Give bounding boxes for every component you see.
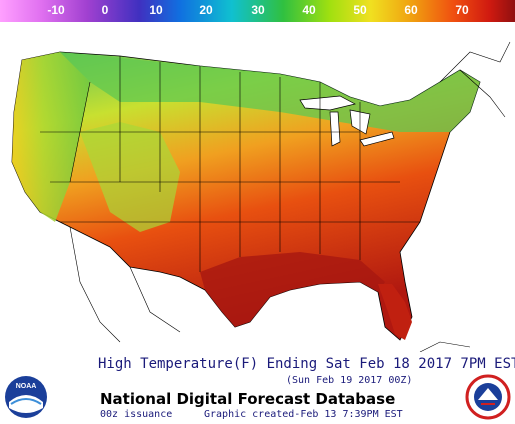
northern-tier-region [60, 52, 480, 132]
scale-tick-label: -10 [47, 3, 65, 17]
created-timestamp: Graphic created-Feb 13 7:39PM EST [204, 409, 403, 420]
temperature-map [0, 22, 515, 353]
scale-tick-label: 50 [353, 3, 367, 17]
svg-text:NOAA: NOAA [16, 383, 37, 390]
noaa-logo: NOAA [3, 374, 49, 424]
scale-tick-label: 0 [101, 3, 109, 17]
lake-michigan [329, 111, 341, 147]
rocky-mountain-region [80, 122, 180, 232]
scale-tick-label: 60 [404, 3, 418, 17]
border-outlines [69, 41, 511, 353]
database-name: National Digital Forecast Database [100, 390, 396, 408]
valid-time: (Sun Feb 19 2017 00Z) [286, 375, 413, 386]
scale-tick-label: 30 [251, 3, 265, 17]
scale-tick-label: 40 [302, 3, 316, 17]
color-scale-gradient [0, 0, 515, 22]
issuance-label: 00z issuance [100, 409, 173, 420]
map-title: High Temperature(F) Ending Sat Feb 18 20… [98, 356, 515, 372]
scale-tick-label: 10 [149, 3, 163, 17]
us-temperature-map-svg [11, 41, 511, 353]
gulf-coast-region [200, 252, 385, 327]
scale-tick-label: 20 [199, 3, 213, 17]
lake-superior [299, 95, 356, 111]
florida-peninsula [378, 284, 412, 340]
state-boundaries [40, 56, 420, 272]
lake-erie [359, 131, 395, 147]
temperature-color-scale: -10 0 10 20 30 40 50 60 70 [0, 0, 515, 22]
scale-tick-label: 70 [455, 3, 469, 17]
nws-logo [465, 374, 511, 424]
